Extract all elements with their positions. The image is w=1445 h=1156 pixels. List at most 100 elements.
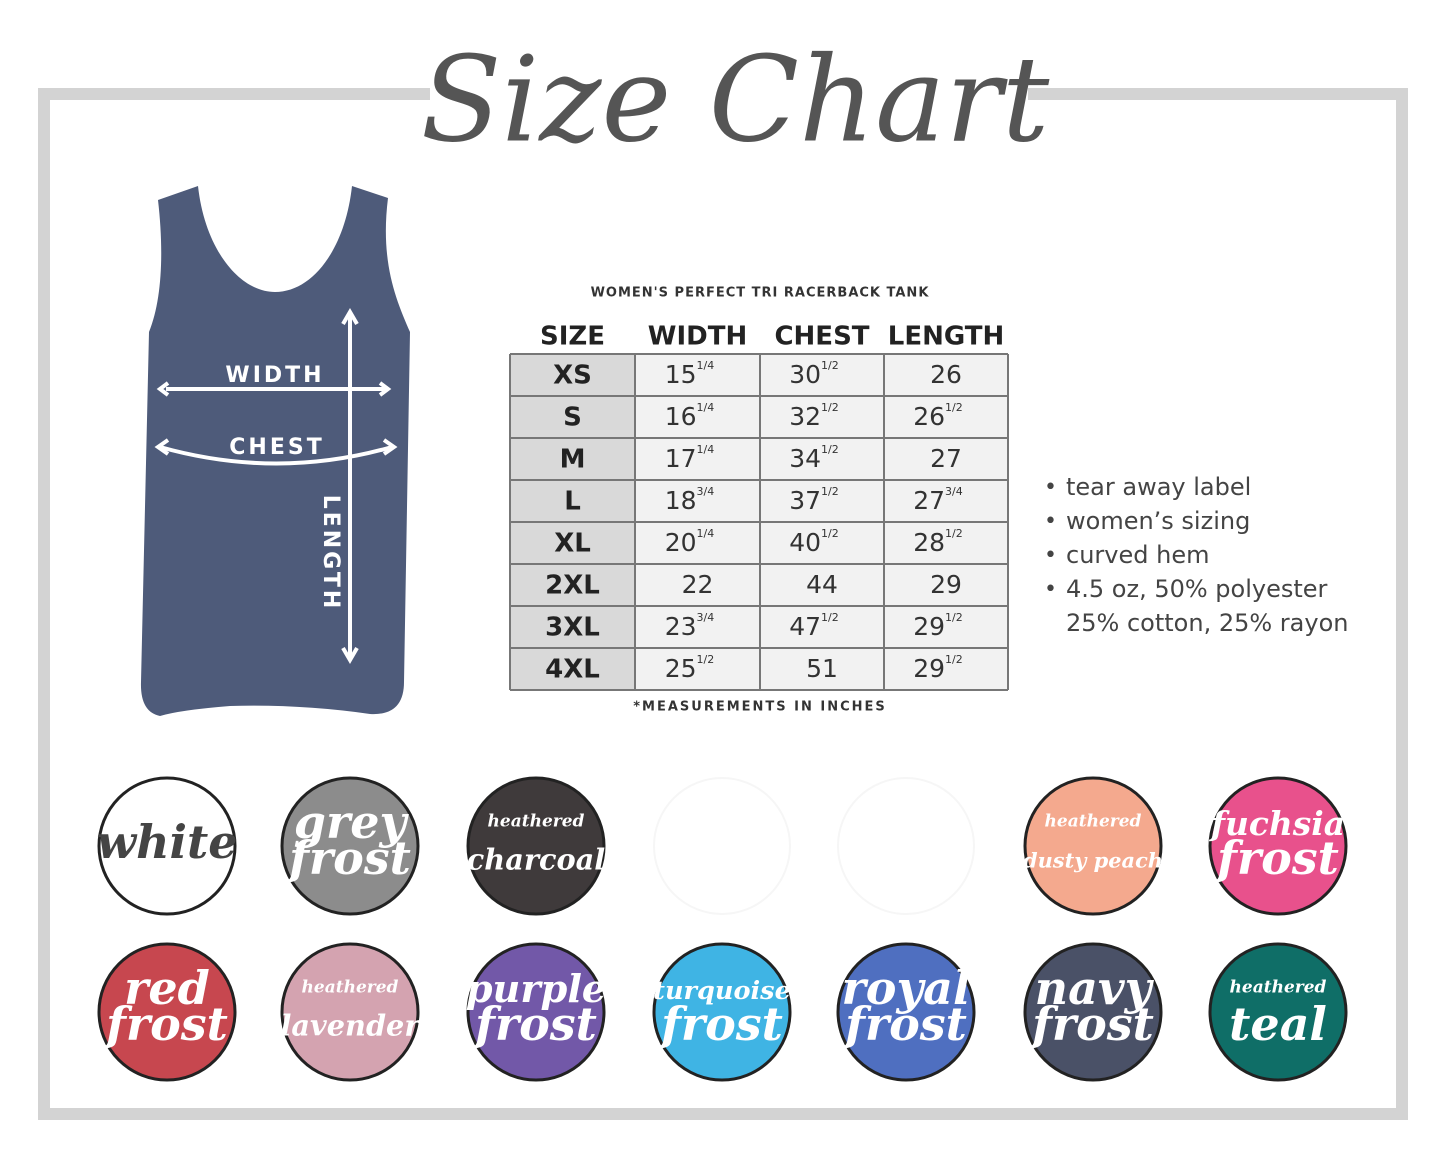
color-swatch: [1023, 776, 1163, 916]
cell-number: 23: [665, 612, 697, 641]
color-swatch: [836, 942, 976, 1082]
cell-number: 20: [665, 528, 697, 557]
table-cell: 201/4: [665, 527, 715, 557]
cell-number: 40: [789, 528, 821, 557]
cell-number: 22: [682, 570, 714, 599]
table-cell: 321/2: [789, 401, 839, 431]
color-swatch: [97, 942, 237, 1082]
table-cell: 151/4: [665, 359, 715, 389]
bullet: •: [1044, 577, 1057, 602]
title-backdrop: [430, 60, 1028, 140]
cell-number: 47: [789, 612, 821, 641]
bullet: •: [1044, 475, 1057, 500]
bullet: •: [1044, 509, 1057, 534]
swatch-label: frost: [472, 997, 597, 1051]
table-cell: 261/2: [913, 401, 963, 431]
cell-number: 44: [806, 570, 838, 599]
faded-swatch: [653, 777, 791, 915]
swatch-label: heathered: [1230, 978, 1327, 998]
cell-number: 34: [789, 444, 821, 473]
faded-swatch: [837, 777, 975, 915]
swatch-label: fuchsia: [1209, 804, 1345, 843]
cell-fraction: 1/2: [821, 359, 839, 372]
cell-number: 27: [913, 486, 945, 515]
swatch-label: heathered: [488, 812, 585, 832]
color-swatch: [97, 776, 237, 916]
cell-fraction: 1/2: [821, 611, 839, 624]
cell-number: 16: [665, 402, 697, 431]
cell-fraction: 1/2: [697, 653, 715, 666]
cell-fraction: 3/4: [697, 485, 715, 498]
cell-fraction: 1/4: [697, 401, 715, 414]
swatch-label: teal: [1229, 997, 1327, 1051]
swatch-label: navy: [1035, 961, 1155, 1015]
table-cell: 171/4: [665, 443, 715, 473]
table-cell: 251/2: [665, 653, 715, 683]
size-label: XS: [553, 361, 592, 391]
size-label: S: [563, 403, 582, 433]
swatch-label: frost: [658, 997, 783, 1051]
cell-number: 28: [913, 528, 945, 557]
swatch-label: grey: [294, 795, 410, 849]
cell-number: 26: [913, 402, 945, 431]
swatch-label: royal: [842, 961, 971, 1015]
cell-number: 29: [913, 612, 945, 641]
column-header: SIZE: [540, 322, 605, 352]
measure-arrows: [154, 308, 398, 664]
swatch-label: lavender: [281, 1009, 422, 1043]
color-swatch: [1208, 776, 1348, 916]
cell-number: 18: [665, 486, 697, 515]
feature-text: women’s sizing: [1066, 507, 1250, 535]
tank-label: WIDTH: [225, 363, 324, 388]
title: Size Chart: [421, 31, 1050, 169]
tank-label: CHEST: [229, 435, 324, 460]
table-cell: 273/4: [913, 485, 963, 515]
size-label: M: [560, 445, 586, 475]
swatch-label: frost: [1214, 831, 1339, 885]
table-cell: 281/2: [913, 527, 963, 557]
swatch-label: frost: [1029, 997, 1154, 1051]
color-swatch: [280, 942, 420, 1082]
tank: [140, 186, 410, 716]
swatch-label: turquoise: [653, 976, 791, 1006]
swatch-label: frost: [286, 831, 411, 885]
feature-text: tear away label: [1066, 473, 1251, 501]
color-swatch: [652, 942, 792, 1082]
column-header: WIDTH: [648, 322, 747, 352]
table-cell: 401/2: [789, 527, 839, 557]
table-cell: 341/2: [789, 443, 839, 473]
cell-fraction: 1/2: [945, 527, 963, 540]
cell-fraction: 1/4: [697, 359, 715, 372]
feature-text: curved hem: [1066, 541, 1209, 569]
cell-number: 32: [789, 402, 821, 431]
cell-number: 51: [806, 654, 838, 683]
cell-fraction: 1/2: [821, 527, 839, 540]
bullet: •: [1044, 543, 1057, 568]
size-label: 3XL: [545, 613, 600, 643]
table-cell: 301/2: [789, 359, 839, 389]
cell-fraction: 1/2: [945, 611, 963, 624]
table-cell: 22: [682, 570, 714, 599]
swatch-label: purple: [466, 967, 607, 1012]
column-header: CHEST: [774, 322, 869, 352]
cell-number: 29: [930, 570, 962, 599]
table-cell: 161/4: [665, 401, 715, 431]
table-cell: 291/2: [913, 653, 963, 683]
table-cell: 291/2: [913, 611, 963, 641]
cell-fraction: 3/4: [945, 485, 963, 498]
cell-number: 29: [913, 654, 945, 683]
feature-text: 4.5 oz, 50% polyester: [1066, 575, 1328, 603]
tank-label: LENGTH: [318, 495, 343, 612]
swatch-label: red: [124, 961, 210, 1015]
feature-text: 25% cotton, 25% rayon: [1066, 609, 1348, 637]
size-label: 4XL: [545, 655, 600, 685]
cell-number: 27: [930, 444, 962, 473]
size-label: 2XL: [545, 571, 600, 601]
table-cell: 26: [930, 360, 962, 389]
table-cell: 371/2: [789, 485, 839, 515]
column-header: LENGTH: [888, 322, 1004, 352]
swatch-label: white: [96, 815, 237, 869]
swatch-label: heathered: [302, 978, 399, 998]
